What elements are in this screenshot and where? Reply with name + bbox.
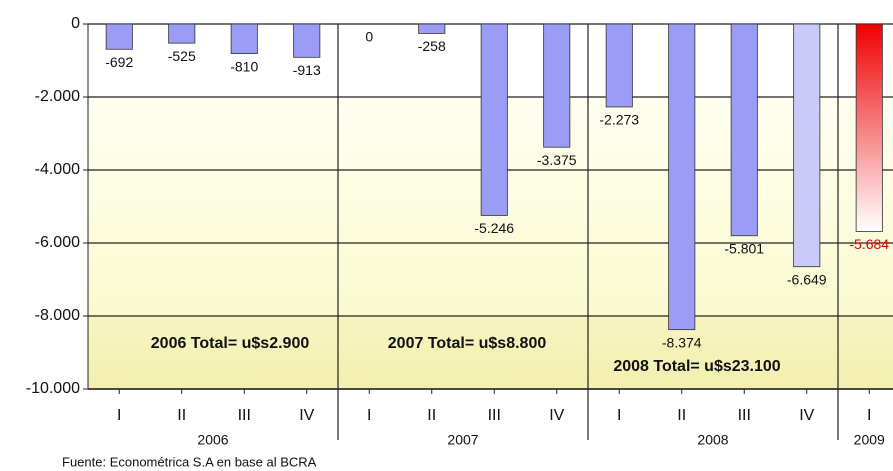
bar	[168, 23, 196, 44]
value-label: -692	[105, 54, 133, 70]
value-label: -913	[293, 62, 321, 78]
bar	[230, 23, 258, 54]
bar	[418, 23, 446, 34]
band-low	[88, 316, 893, 389]
annotation: 2008 Total= u$s23.100	[613, 358, 780, 375]
bar	[730, 23, 758, 237]
value-label: -6.649	[787, 271, 827, 287]
x-group-label: 2008	[697, 432, 728, 448]
bar	[105, 23, 133, 50]
x-tick-label: III	[488, 407, 501, 424]
x-tick-label: IV	[799, 407, 814, 424]
bar	[293, 23, 321, 58]
x-tick-label: IV	[549, 407, 564, 424]
value-label: -810	[230, 58, 258, 74]
value-label: -5.684	[849, 236, 889, 252]
value-label: -5.246	[474, 220, 514, 236]
value-label: -2.273	[599, 112, 639, 128]
bar	[543, 23, 571, 148]
value-label: 0	[365, 29, 373, 45]
source-note: Fuente: Econométrica S.A en base al BCRA	[62, 454, 317, 469]
x-tick-label: I	[867, 407, 871, 424]
x-tick-label: II	[677, 407, 686, 424]
x-group-label: 2007	[447, 432, 478, 448]
x-tick-label: III	[238, 407, 251, 424]
y-tick-label: -2.000	[35, 88, 80, 105]
y-tick-label: -8.000	[35, 307, 80, 324]
y-tick-label: -10.000	[26, 380, 80, 397]
x-tick-label: I	[117, 407, 121, 424]
annotation: 2007 Total= u$s8.800	[388, 335, 547, 352]
y-tick-label: -4.000	[35, 161, 80, 178]
value-label: -525	[168, 48, 196, 64]
value-label: -5.801	[724, 240, 764, 256]
annotation: 2006 Total= u$s2.900	[151, 335, 310, 352]
bar	[855, 23, 883, 232]
x-group-label: 2006	[197, 432, 228, 448]
x-tick-label: IV	[299, 407, 314, 424]
x-tick-label: I	[367, 407, 371, 424]
bar	[793, 23, 821, 268]
x-tick-label: I	[617, 407, 621, 424]
x-tick-label: II	[427, 407, 436, 424]
bar	[668, 23, 696, 331]
value-label: -258	[418, 38, 446, 54]
y-tick-label: 0	[71, 15, 80, 32]
value-label: -8.374	[662, 334, 702, 350]
x-group-label: 2009	[854, 432, 885, 448]
y-tick-label: -6.000	[35, 234, 80, 251]
x-tick-label: III	[738, 407, 751, 424]
value-label: -3.375	[537, 152, 577, 168]
bar	[605, 23, 633, 108]
bar	[480, 23, 508, 216]
x-tick-label: II	[177, 407, 186, 424]
